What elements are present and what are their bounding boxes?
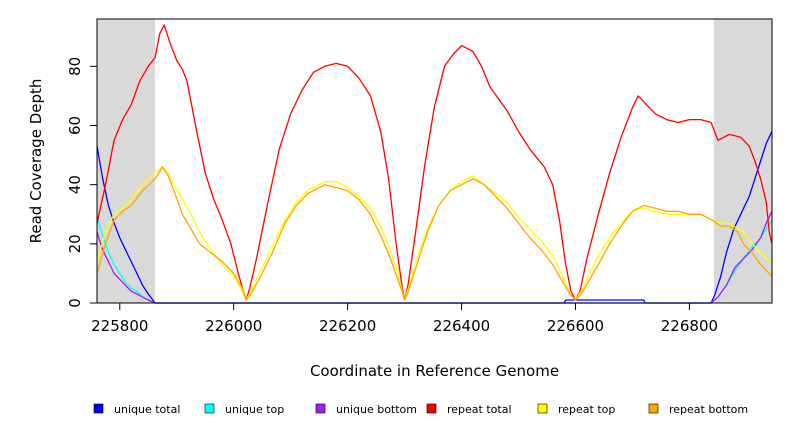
- shaded-region-2: [713, 19, 772, 303]
- legend: unique total unique top unique bottom repea…: [93, 403, 748, 416]
- shaded-regions: [97, 19, 772, 303]
- y-tick-label: 0: [66, 298, 84, 308]
- x-tick-label: 225800: [91, 317, 148, 335]
- legend-label-unique-top: unique top: [225, 403, 284, 416]
- y-tick-label: 80: [66, 57, 84, 76]
- legend-swatch-repeat-total: [426, 403, 437, 414]
- y-axis-title: Read Coverage Depth: [27, 79, 45, 244]
- x-tick-label: 226000: [205, 317, 262, 335]
- legend-label-repeat-bottom: repeat bottom: [669, 403, 748, 416]
- legend-swatch-unique-top: [204, 403, 215, 414]
- x-tick-label: 226600: [547, 317, 604, 335]
- plot-frame: [96, 18, 773, 304]
- y-tick-label: 60: [66, 116, 84, 135]
- legend-label-unique-bottom: unique bottom: [336, 403, 417, 416]
- y-axis: 0 20 40 60 80: [66, 57, 98, 308]
- series-line-repeat-total: [96, 24, 773, 301]
- legend-swatch-unique-bottom: [315, 403, 326, 414]
- legend-swatch-repeat-bottom: [648, 403, 659, 414]
- shaded-region-1: [97, 19, 156, 303]
- series-line-unique-total: [96, 131, 773, 304]
- x-tick-label: 226200: [319, 317, 376, 335]
- x-tick-label: 226400: [433, 317, 490, 335]
- series-line-repeat-bottom: [96, 166, 773, 301]
- x-axis: 225800 226000 226200 226400 226600 226800: [91, 302, 718, 335]
- legend-label-repeat-top: repeat top: [558, 403, 615, 416]
- x-tick-label: 226800: [661, 317, 718, 335]
- x-axis-title: Coordinate in Reference Genome: [310, 362, 559, 380]
- series-line-unique-bottom: [96, 211, 773, 304]
- legend-swatch-unique-total: [93, 403, 104, 414]
- legend-label-unique-total: unique total: [114, 403, 180, 416]
- legend-swatch-repeat-top: [537, 403, 548, 414]
- y-tick-label: 40: [66, 175, 84, 194]
- series-lines: [96, 24, 773, 304]
- y-tick-label: 20: [66, 234, 84, 253]
- series-line-repeat-top: [96, 166, 773, 301]
- legend-label-repeat-total: repeat total: [447, 403, 512, 416]
